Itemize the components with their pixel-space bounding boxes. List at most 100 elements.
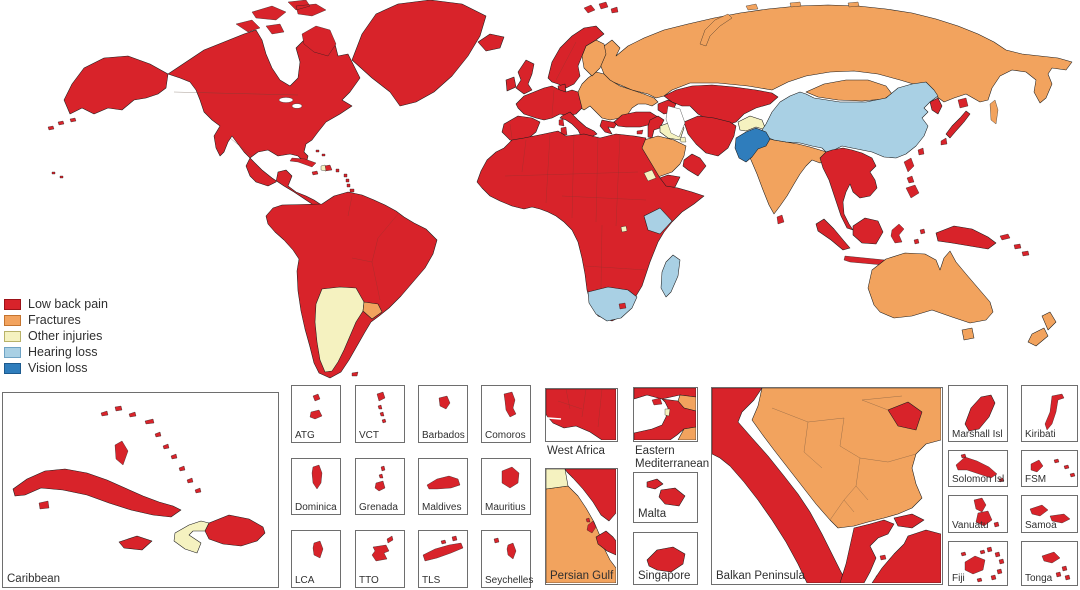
region-dominican-republic	[204, 514, 266, 547]
region-eritrea	[643, 169, 657, 182]
region-mongolia	[805, 79, 893, 102]
region-madagascar	[660, 254, 681, 298]
region-new-zealand	[1027, 311, 1057, 347]
region-iceland	[477, 33, 505, 52]
region-cyprus-inset	[651, 397, 663, 406]
region-sakhalin	[989, 99, 999, 125]
inset-mauritius: Mauritius	[481, 458, 531, 515]
inset-tls: TLS	[418, 530, 468, 588]
border-us-canada	[173, 91, 299, 96]
inset-label: Seychelles	[485, 575, 534, 586]
region-greenland	[351, 0, 487, 107]
region-korea	[929, 97, 943, 115]
legend-label: Vision loss	[28, 361, 88, 375]
inset-label: Persian Gulf	[550, 570, 614, 582]
inset-malta: Malta	[633, 472, 698, 523]
region-japan	[945, 110, 971, 139]
legend-swatch-low-back-pain	[4, 298, 21, 310]
island	[422, 535, 464, 562]
inset-label: Caribbean	[7, 573, 61, 585]
region-gozo	[646, 478, 664, 490]
island	[1041, 551, 1071, 581]
region-central-asia	[663, 84, 779, 127]
region-china	[761, 81, 939, 159]
map-legend: Low back pain Fractures Other injuries H…	[4, 296, 108, 376]
legend-item-vision-loss: Vision loss	[4, 360, 108, 376]
inset-tonga: Tonga	[1021, 541, 1078, 586]
island	[1030, 458, 1076, 478]
region-west-africa	[546, 389, 616, 440]
island	[438, 395, 451, 410]
legend-item-hearing-loss: Hearing loss	[4, 344, 108, 360]
borders-europe	[509, 89, 555, 139]
region-moluccas	[913, 228, 926, 245]
region-new-guinea	[935, 225, 997, 250]
region-iran-pg	[564, 469, 616, 522]
inset-caribbean: Caribbean	[2, 392, 279, 588]
region-greece-balkan	[839, 519, 895, 583]
region-arctic-islands-ru	[745, 1, 860, 11]
island	[1029, 504, 1071, 524]
legend-swatch-vision-loss	[4, 362, 21, 374]
border-us-mexico	[229, 137, 253, 157]
inset-label: Mauritius	[485, 502, 526, 513]
island	[493, 537, 517, 560]
region-sri-lanka	[776, 214, 785, 225]
region-alaska	[63, 55, 169, 115]
region-balkans-orange	[751, 388, 941, 529]
region-sumatra	[815, 218, 851, 251]
inset-label: Comoros	[485, 430, 526, 441]
inset-balkan: Balkan Peninsula	[711, 387, 943, 585]
inset-fsm: FSM	[1021, 450, 1078, 487]
island	[1044, 393, 1065, 431]
island	[312, 540, 324, 559]
region-isla-juventud	[38, 500, 50, 510]
inset-label: Balkan Peninsula	[716, 570, 805, 582]
region-uae-pg	[595, 530, 616, 556]
inset-label: Eastern Mediterranean	[635, 445, 710, 470]
inset-barbados: Barbados	[418, 385, 468, 443]
region-kuwait-pg	[546, 469, 569, 490]
region-burundi	[620, 225, 628, 233]
region-falklands	[351, 371, 359, 377]
region-lesotho	[618, 302, 627, 310]
region-iran	[683, 115, 737, 157]
island	[371, 535, 394, 562]
river-gambia	[547, 417, 562, 420]
islands-pacific	[51, 171, 64, 179]
region-turkey-south	[634, 388, 696, 400]
inset-label: Samoa	[1025, 520, 1057, 531]
island	[426, 475, 461, 490]
inset-dominica: Dominica	[291, 458, 341, 515]
inset-label: VCT	[359, 430, 379, 441]
inset-label: Singapore	[638, 570, 691, 582]
inset-vanuatu: Vanuatu	[948, 495, 1008, 533]
region-cuba-map	[289, 157, 317, 168]
inset-label: Fiji	[952, 573, 965, 584]
region-finland	[581, 39, 607, 77]
inset-label: TLS	[422, 575, 441, 586]
borders-samerica	[347, 195, 399, 301]
legend-label: Low back pain	[28, 297, 108, 311]
inset-label: Marshall Isl	[952, 429, 1003, 440]
inset-label: ATG	[295, 430, 315, 441]
legend-swatch-other-injuries	[4, 330, 21, 342]
inset-marshall: Marshall Isl	[948, 385, 1008, 442]
inset-label: West Africa	[547, 445, 605, 457]
great-lakes-2	[291, 103, 303, 109]
inset-label: TTO	[359, 575, 379, 586]
region-kuwait	[679, 136, 687, 143]
island	[973, 497, 1000, 528]
borders-balkan	[771, 395, 917, 521]
inset-label: Dominica	[295, 502, 337, 513]
region-haiti-map	[320, 164, 327, 172]
region-uruguay	[362, 301, 383, 320]
region-saudi-corner	[677, 426, 696, 440]
region-novaya-zemlya	[699, 13, 733, 47]
legend-item-other-injuries: Other injuries	[4, 328, 108, 344]
legend-label: Fractures	[28, 313, 81, 327]
inset-maldives: Maldives	[418, 458, 468, 515]
inset-grenada: Grenada	[355, 458, 405, 515]
inset-eastern-mediterranean: Eastern Mediterranean	[633, 387, 709, 470]
region-kenya	[643, 207, 673, 235]
